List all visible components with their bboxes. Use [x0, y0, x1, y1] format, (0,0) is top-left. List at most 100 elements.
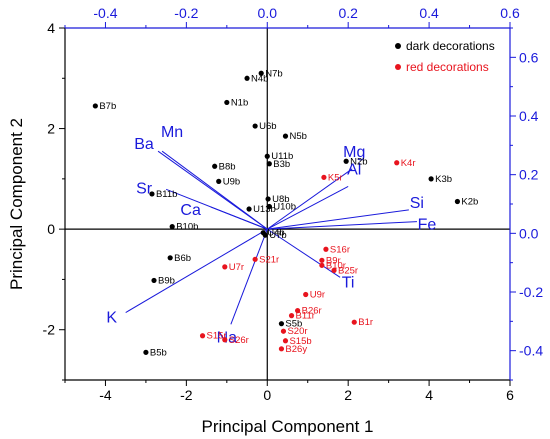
point-N5b: [282, 133, 289, 139]
point-label-B11r: B11r: [296, 311, 315, 322]
point-label-B5b: B5b: [150, 347, 167, 358]
point-B11r: [288, 313, 295, 319]
point-S5b: [278, 321, 285, 327]
point-B25r: [331, 267, 337, 273]
point-S20r: [280, 328, 287, 334]
loading-vector-na: [230, 228, 268, 325]
point-label-K3b: K3b: [435, 174, 452, 185]
x-tick-label: 6: [506, 387, 514, 403]
loading-label-mn: Mn: [161, 124, 183, 141]
point-label-K2b: K2b: [461, 196, 478, 207]
point-B6b: [167, 255, 173, 261]
point-label-K4r: K4r: [401, 158, 416, 169]
point-U9r: [303, 291, 309, 298]
point-label-B9b: B9b: [158, 275, 175, 286]
point-label-S15b: S15b: [289, 336, 311, 347]
point-N1b: [224, 99, 230, 106]
point-B7b: [92, 103, 98, 109]
right-tick-label: 0.4: [519, 108, 539, 124]
point-label-B26r: B26r: [302, 306, 322, 317]
loading-vector-ti: [266, 228, 341, 278]
top-tick-label: 0.0: [258, 5, 278, 21]
point-U6b: [252, 123, 258, 129]
top-tick-label: 0.6: [500, 5, 520, 21]
y-axis-title: Principal Component 2: [7, 118, 26, 290]
point-U7r: [222, 264, 228, 270]
point-S15r: [199, 333, 206, 339]
point-U10b: [266, 203, 272, 210]
point-label-S20r: S20r: [287, 326, 307, 337]
loading-label-fe: Fe: [418, 217, 437, 234]
loading-label-mg: Mg: [343, 144, 365, 161]
loading-label-sr: Sr: [136, 180, 153, 197]
loading-label-k: K: [106, 310, 117, 327]
point-label-U9r: U9r: [310, 290, 325, 301]
point-label-N4b: N4b: [251, 73, 268, 84]
point-label-N5b: N5b: [289, 131, 306, 142]
point-label-U7r: U7r: [229, 262, 244, 273]
point-label-B7b: B7b: [99, 101, 116, 112]
loading-vector-al: [267, 185, 349, 230]
point-B26r: [295, 308, 301, 314]
point-label-B3b: B3b: [273, 159, 290, 170]
point-label-U9b: U9b: [223, 176, 240, 187]
x-tick-label: -4: [99, 387, 112, 403]
loading-vector-fe: [267, 221, 417, 230]
y-tick-label: -2: [43, 322, 56, 338]
point-S15b: [282, 338, 289, 344]
point-B26y: [278, 346, 285, 352]
point-N7b: [258, 70, 264, 76]
point-B8b: [212, 163, 218, 169]
y-tick-label: 2: [47, 121, 55, 137]
loading-label-ba: Ba: [134, 136, 154, 153]
loading-vector-k: [125, 228, 268, 313]
right-tick-label: 0.2: [519, 167, 539, 183]
point-label-U7b: U7b: [269, 230, 286, 241]
loading-label-ca: Ca: [180, 202, 201, 219]
x-tick-label: 2: [344, 387, 352, 403]
point-K3b: [428, 176, 434, 182]
point-U13b: [246, 206, 252, 212]
legend-label-0: dark decorations: [406, 39, 495, 53]
point-B11b: [149, 191, 155, 197]
point-label-B8b: B8b: [219, 161, 236, 172]
point-S21r: [252, 256, 258, 262]
point-B10r: [319, 262, 325, 268]
loading-label-al: Al: [347, 161, 361, 178]
point-label-B10r: B10r: [326, 260, 346, 271]
point-label-B6b: B6b: [174, 253, 191, 264]
point-label-K5r: K5r: [328, 172, 343, 183]
point-N4b: [244, 75, 250, 81]
top-tick-label: 0.4: [419, 5, 439, 21]
loading-vector-mg: [266, 168, 353, 230]
point-U9b: [216, 178, 222, 184]
y-tick-label: 4: [47, 20, 55, 36]
point-U7b: [262, 232, 268, 238]
point-label-U4b: U4b: [267, 228, 284, 239]
loading-label-ti: Ti: [342, 274, 355, 291]
point-label-S16r: S16r: [330, 244, 350, 255]
legend-label-1: red decorations: [406, 60, 489, 74]
point-label-U10b: U10b: [273, 202, 296, 213]
plot-area: [65, 28, 510, 380]
point-K2b: [454, 198, 461, 205]
point-label-U8b: U8b: [272, 194, 289, 205]
x-tick-label: 0: [263, 387, 271, 403]
right-tick-label: -0.4: [519, 343, 543, 359]
right-tick-label: 0.6: [519, 49, 539, 65]
point-label-S26r: S26r: [229, 335, 249, 346]
point-S26r: [222, 337, 228, 343]
point-label-S15r: S15r: [207, 331, 227, 342]
top-tick-label: -0.2: [174, 5, 198, 21]
point-label-B25r: B25r: [338, 265, 358, 276]
point-label-B1r: B1r: [358, 317, 373, 328]
axes: -4 -2 0 2 4 6 -2 0 2 4 -0.4 -0.2 0.0 0.2 0.4 0.6 -0.4 -0.…: [7, 5, 543, 436]
point-label-S21r: S21r: [259, 254, 279, 265]
point-label-N7b: N7b: [265, 68, 282, 79]
point-B5b: [143, 349, 149, 355]
x-tick-label: 4: [425, 387, 433, 403]
loading-label-na: Na: [217, 329, 238, 346]
